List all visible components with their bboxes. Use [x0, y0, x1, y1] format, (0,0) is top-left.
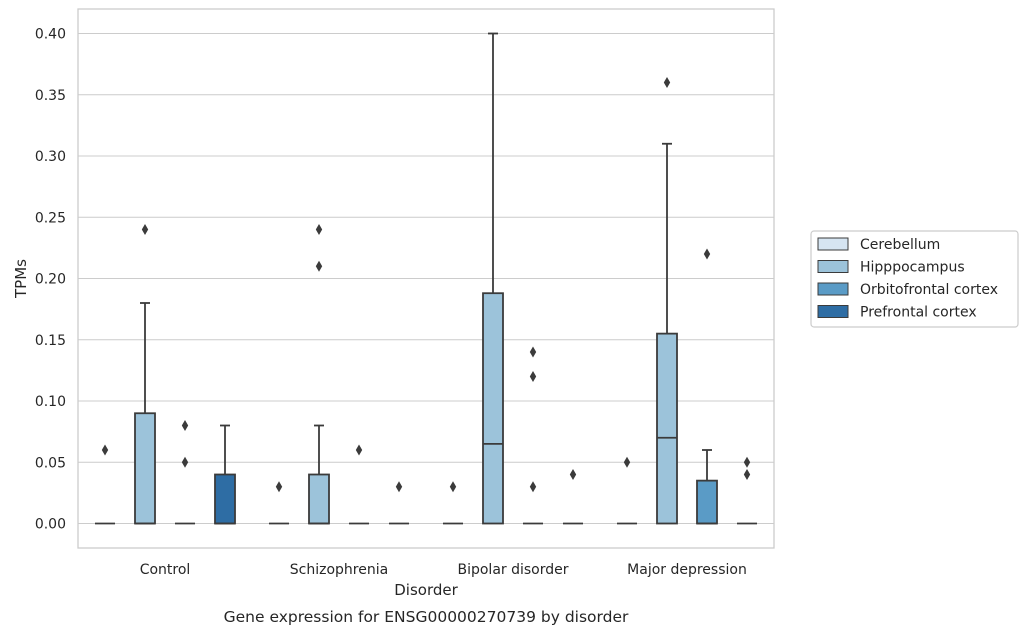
legend-swatch — [817, 237, 849, 251]
box — [214, 473, 236, 525]
legend-label: Prefrontal cortex — [860, 305, 977, 321]
x-tick-label: Control — [140, 562, 191, 578]
box — [308, 473, 330, 525]
outlier-point — [449, 481, 457, 493]
legend-swatch — [817, 282, 849, 296]
y-tick-label: 0.25 — [35, 210, 66, 226]
x-axis-label: Disorder — [394, 581, 458, 599]
y-axis-label: TPMs — [12, 259, 30, 299]
outlier-point — [703, 248, 711, 260]
box-group — [737, 456, 757, 525]
box-group — [656, 77, 678, 525]
box-group — [308, 224, 330, 525]
y-tick-label: 0.00 — [35, 517, 66, 533]
y-tick-label: 0.35 — [35, 88, 66, 104]
outlier-point — [529, 481, 537, 493]
y-tick-label: 0.10 — [35, 394, 66, 410]
box-group — [617, 456, 637, 525]
outlier-point — [315, 224, 323, 235]
box-group — [389, 481, 409, 525]
box-group — [95, 444, 115, 525]
box-group — [696, 248, 718, 525]
outlier-point — [181, 420, 189, 431]
legend-label: Orbitofrontal cortex — [860, 282, 998, 298]
box — [656, 332, 678, 525]
outlier-point — [623, 456, 631, 468]
outlier-point — [569, 469, 577, 480]
y-axis-ticks: 0.00 0.05 0.10 0.15 0.20 0.25 0.30 0.35 0.40 — [35, 27, 66, 533]
box-group — [214, 424, 236, 525]
outlier-point — [529, 371, 537, 382]
box-group — [134, 224, 156, 525]
x-axis-ticks: Control Schizophrenia Bipolar disorder Majo… — [140, 562, 747, 578]
outlier-point — [355, 444, 363, 456]
grid-lines — [78, 32, 774, 525]
x-tick-label: Major depression — [627, 562, 747, 578]
box — [696, 479, 718, 525]
y-tick-label: 0.40 — [35, 27, 66, 43]
y-tick-label: 0.20 — [35, 272, 66, 288]
legend-label: Cerebellum — [860, 237, 940, 253]
y-tick-label: 0.15 — [35, 333, 66, 349]
outlier-point — [101, 444, 109, 456]
y-tick-label: 0.05 — [35, 455, 66, 471]
box-group — [175, 420, 195, 525]
box-group — [482, 32, 504, 525]
outlier-point — [141, 224, 149, 235]
outlier-point — [275, 481, 283, 493]
x-tick-label: Schizophrenia — [290, 562, 388, 578]
box-group — [349, 444, 369, 525]
outlier-point — [663, 77, 671, 88]
legend-swatch — [817, 260, 849, 273]
outlier-point — [743, 456, 751, 468]
legend: Cerebellum Hipppocampus Orbitofrontal cort… — [810, 230, 1019, 328]
plot-area-frame — [77, 8, 775, 549]
legend-frame — [810, 230, 1019, 328]
outlier-point — [529, 346, 537, 358]
legend-label: Hipppocampus — [860, 260, 965, 276]
outlier-point — [395, 481, 403, 493]
box-group — [563, 469, 583, 525]
box-group — [523, 346, 543, 525]
legend-swatch — [817, 305, 849, 318]
box-group — [269, 481, 289, 525]
box — [134, 412, 156, 525]
chart-caption: Gene expression for ENSG00000270739 by d… — [224, 608, 629, 626]
outlier-point — [743, 469, 751, 480]
box-series — [95, 32, 757, 525]
y-tick-label: 0.30 — [35, 149, 66, 165]
outlier-point — [315, 260, 323, 272]
x-tick-label: Bipolar disorder — [457, 562, 568, 578]
box — [482, 292, 504, 525]
box-group — [443, 481, 463, 525]
outlier-point — [181, 456, 189, 468]
